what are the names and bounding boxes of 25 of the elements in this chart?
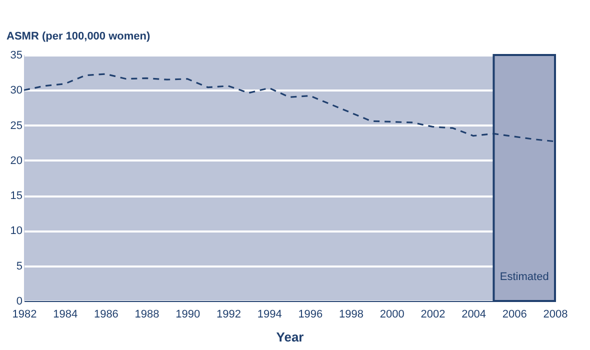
x-tick-label: 2008 [543,308,568,320]
y-axis-title: ASMR (per 100,000 women) [6,30,150,42]
y-tick-label: 15 [10,190,22,202]
x-axis-title: Year [276,330,304,344]
y-tick-label: 5 [16,260,22,272]
x-tick-label: 2002 [420,308,446,320]
x-tick-label: 1994 [257,308,282,320]
x-tick-label: 1998 [339,308,364,320]
x-tick-label: 1986 [94,308,118,320]
y-tick-label: 10 [10,225,22,238]
x-tick-label: 2004 [462,308,486,320]
x-tick-label: 1992 [216,308,241,320]
y-tick-label: 35 [10,50,22,62]
y-tick-label: 20 [10,154,22,167]
x-tick-label: 2006 [502,308,527,320]
band-label: Estimated [500,271,549,283]
y-tick-label: 0 [16,296,22,308]
y-tick-label: 30 [10,84,22,97]
x-tick-label: 2000 [380,308,404,320]
x-tick-label: 1996 [298,308,323,320]
y-tick-label: 25 [10,120,22,132]
x-tick-label: 1982 [12,308,37,320]
x-tick-label: 1984 [53,308,78,320]
x-tick-label: 1990 [176,308,200,320]
x-tick-label: 1988 [134,308,160,320]
